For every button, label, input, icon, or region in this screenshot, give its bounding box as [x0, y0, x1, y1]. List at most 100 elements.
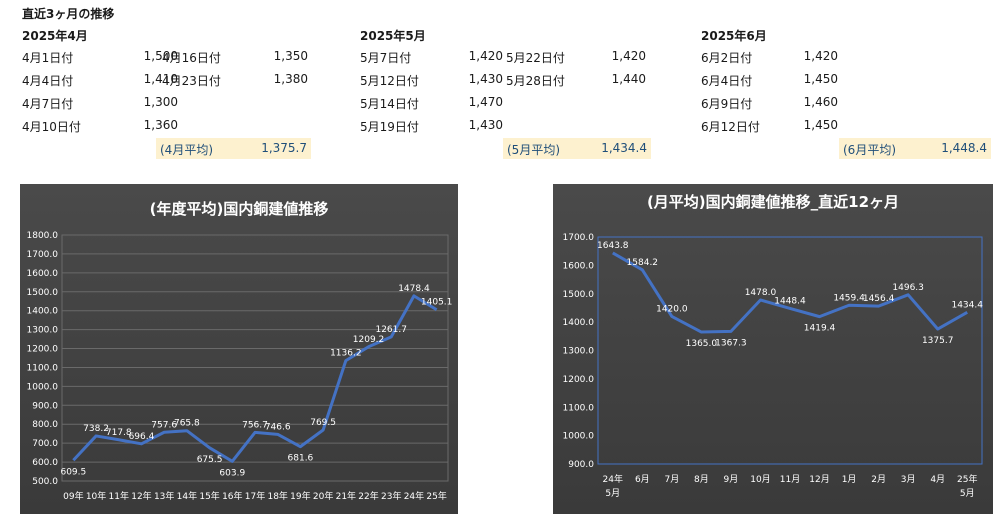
data-label: 1434.4 [951, 300, 983, 310]
data-label: 717.8 [106, 428, 132, 438]
average-value: 1,448.4 [941, 141, 987, 155]
x-tick-label: 17年 [245, 490, 265, 502]
entry-date: 4月16日付 [162, 51, 221, 65]
y-tick-label: 1200.0 [27, 345, 59, 355]
data-label: 1478.4 [398, 284, 430, 294]
x-tick-label: 11月 [780, 474, 800, 485]
entry-value: 1,450 [803, 118, 838, 132]
entry-value: 1,300 [143, 95, 178, 109]
y-tick-label: 1700.0 [27, 250, 59, 260]
april-average: (4月平均) 1,375.7 [156, 138, 311, 159]
entry-value: 1,470 [468, 95, 503, 109]
x-tick-label: 22年 [358, 490, 378, 502]
data-label: 675.5 [197, 455, 223, 465]
x-tick-label: 1月 [842, 474, 857, 485]
data-label: 603.9 [219, 468, 245, 478]
entry-date: 5月19日付 [360, 120, 419, 134]
x-tick-label: 5月 [605, 488, 620, 499]
data-label: 1420.0 [656, 304, 688, 314]
x-tick-label: 8月 [694, 474, 709, 485]
x-tick-label: 2月 [871, 474, 886, 485]
annual-average-chart: (年度平均)国内銅建値推移 500.0 600.0 700.0 800.0 900.0 10… [20, 184, 458, 514]
entry-date: 4月4日付 [22, 74, 74, 88]
y-tick-label: 1100.0 [563, 403, 595, 413]
data-label: 1209.2 [353, 335, 385, 345]
y-tick-label: 900.0 [32, 401, 58, 411]
y-tick-label: 1500.0 [27, 288, 59, 298]
entry-date: 5月28日付 [506, 74, 565, 88]
entry-value: 1,360 [143, 118, 178, 132]
plot-area [597, 236, 983, 465]
x-tick-label: 18年 [267, 490, 287, 502]
series-line [72, 294, 438, 463]
data-label: 1448.4 [774, 296, 806, 306]
y-tick-label: 1200.0 [563, 375, 595, 385]
x-tick-label: 6月 [635, 474, 650, 485]
data-label: 757.6 [151, 420, 177, 430]
entry-date: 4月1日付 [22, 51, 74, 65]
y-tick-label: 700.0 [32, 439, 58, 449]
x-tick-label: 15年 [199, 490, 219, 502]
month-heading: 2025年6月 [701, 29, 767, 43]
data-label: 765.8 [174, 419, 200, 429]
entry-value: 1,420 [611, 49, 646, 63]
entry-date: 5月12日付 [360, 74, 419, 88]
x-tick-label: 10年 [86, 490, 106, 502]
entry-value: 1,430 [468, 72, 503, 86]
average-value: 1,434.4 [601, 141, 647, 155]
entry-date: 4月23日付 [162, 74, 221, 88]
x-tick-label: 20年 [313, 490, 333, 502]
entry-date: 4月10日付 [22, 120, 81, 134]
y-tick-label: 1000.0 [27, 382, 59, 392]
chart-title: (年度平均)国内銅建値推移 [150, 200, 329, 218]
x-tick-label: 19年 [290, 490, 310, 502]
data-label: 1367.3 [715, 338, 747, 348]
page-title: 直近3ヶ月の推移 [22, 7, 115, 21]
data-label: 1136.2 [330, 349, 362, 359]
entry-value: 1,420 [803, 49, 838, 63]
entry-date: 5月22日付 [506, 51, 565, 65]
x-tick-label: 24年 [404, 490, 424, 502]
data-label: 1365.0 [686, 339, 718, 349]
entry-value: 1,450 [803, 72, 838, 86]
average-value: 1,375.7 [261, 141, 307, 155]
june-average: (6月平均) 1,448.4 [839, 138, 991, 159]
y-tick-label: 1800.0 [27, 231, 59, 241]
y-tick-label: 1000.0 [563, 432, 595, 442]
series-line [612, 251, 968, 334]
entry-date: 5月14日付 [360, 97, 419, 111]
y-tick-label: 1600.0 [27, 269, 59, 279]
data-label: 696.4 [129, 432, 155, 442]
data-label: 746.6 [265, 422, 291, 432]
y-tick-label: 1500.0 [563, 290, 595, 300]
x-tick-label: 16年 [222, 490, 242, 502]
data-label: 1419.4 [804, 324, 836, 334]
x-tick-label: 3月 [901, 474, 916, 485]
x-tick-label: 10月 [750, 474, 770, 485]
data-label: 1405.1 [421, 298, 453, 308]
x-tick-label: 25年 [957, 473, 977, 485]
chart-title: (月平均)国内銅建値推移_直近12ヶ月 [647, 193, 899, 211]
y-tick-label: 800.0 [32, 420, 58, 430]
entry-value: 1,410 [143, 72, 178, 86]
data-label: 1496.3 [892, 283, 924, 293]
x-tick-label: 23年 [381, 490, 401, 502]
x-tick-label: 11年 [109, 490, 129, 502]
x-tick-label: 9月 [724, 474, 739, 485]
average-label: (4月平均) [160, 143, 213, 157]
data-label: 1478.0 [745, 288, 777, 298]
data-label: 1261.7 [375, 325, 407, 335]
x-tick-label: 14年 [177, 490, 197, 502]
entry-value: 1,420 [468, 49, 503, 63]
monthly-average-chart-svg: (月平均)国内銅建値推移_直近12ヶ月 900.0 1000.0 1100.0 1200… [563, 193, 984, 499]
month-heading: 2025年5月 [360, 29, 426, 43]
x-tick-label: 7月 [664, 474, 679, 485]
month-heading: 2025年4月 [22, 29, 88, 43]
data-label: 738.2 [83, 424, 109, 434]
y-tick-label: 1600.0 [563, 261, 595, 271]
x-tick-label: 09年 [63, 490, 83, 502]
entry-date: 6月9日付 [701, 97, 753, 111]
entry-date: 6月2日付 [701, 51, 753, 65]
y-tick-label: 1700.0 [563, 233, 595, 243]
y-tick-label: 1100.0 [27, 363, 59, 373]
